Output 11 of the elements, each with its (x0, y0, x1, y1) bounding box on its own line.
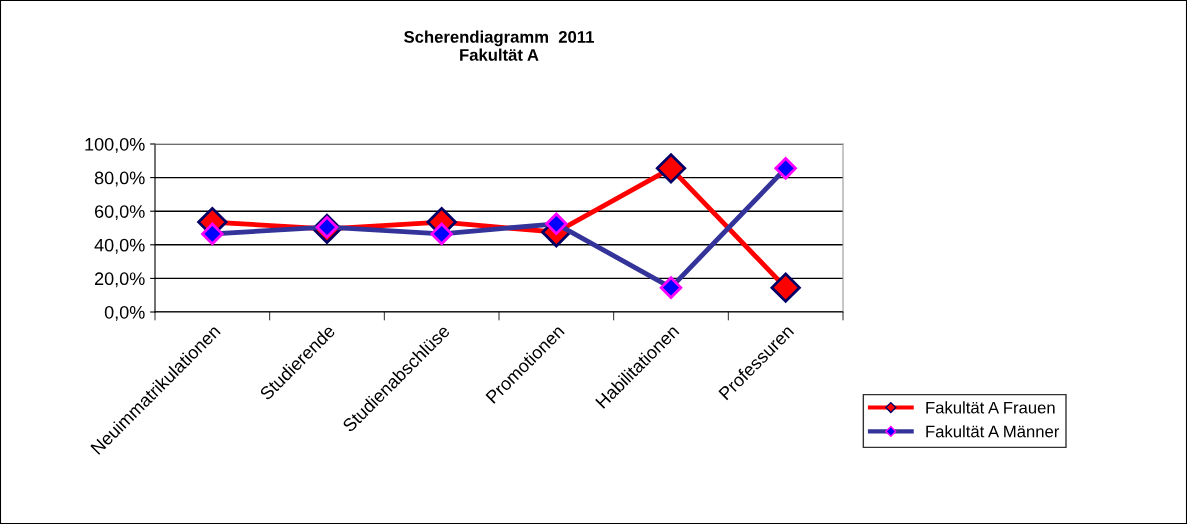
y-tick-label: 20,0% (94, 272, 145, 288)
y-tick-label: 100,0% (85, 137, 145, 153)
legend-label: Fakultät A Frauen (926, 401, 1055, 414)
y-tick-label: 60,0% (95, 205, 145, 221)
chart-title: Scherendiagramm 2011 Fakultät A (404, 30, 594, 61)
y-tick-label: 80,0% (94, 171, 145, 187)
point (655, 153, 687, 184)
y-tick-label: 0,0% (104, 305, 145, 321)
y-tick-label: 40,0% (94, 238, 145, 254)
point (770, 272, 801, 303)
legend-label: Fakultät A Männer (926, 425, 1060, 438)
